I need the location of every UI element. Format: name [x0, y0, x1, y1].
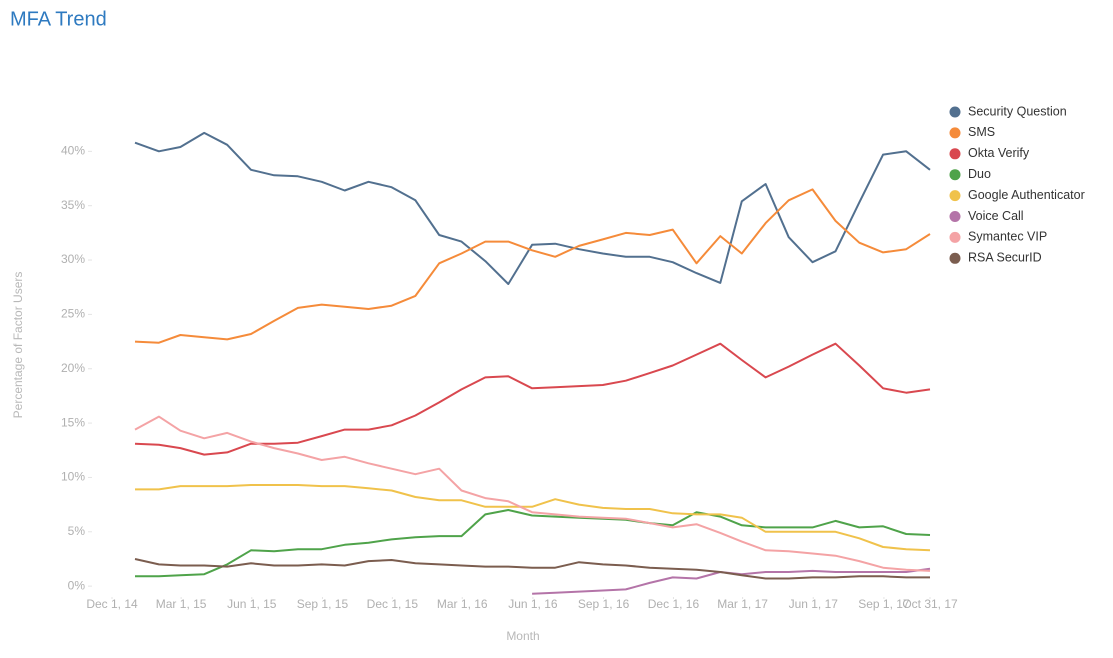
legend-swatch [949, 148, 961, 160]
y-tick-label: 0% [68, 578, 86, 592]
series-line [134, 342, 931, 456]
x-tick-label: Mar 1, 16 [437, 597, 488, 611]
series-line [532, 567, 931, 595]
y-tick-label: 15% [61, 415, 85, 429]
x-tick-label: Mar 1, 15 [156, 597, 207, 611]
x-tick-label: Sep 1, 16 [578, 597, 630, 611]
x-tick-label: Dec 1, 14 [86, 597, 138, 611]
legend-label: SMS [968, 125, 995, 139]
legend-item: Security Question [949, 104, 1067, 118]
y-tick-label: 20% [61, 361, 85, 375]
legend-item: Duo [949, 167, 991, 181]
x-tick-label: Dec 1, 15 [367, 597, 419, 611]
y-axis-title: Percentage of Factor Users [11, 272, 25, 419]
legend-swatch [949, 127, 961, 139]
series-line [134, 131, 931, 285]
legend-item: Google Authenticator [949, 188, 1085, 202]
legend-item: SMS [949, 125, 995, 139]
x-tick-label: Sep 1, 15 [297, 597, 349, 611]
legend-label: Voice Call [968, 209, 1024, 223]
legend-swatch [949, 106, 961, 118]
series-line [134, 415, 931, 572]
legend-label: Okta Verify [968, 146, 1030, 160]
y-tick-label: 25% [61, 307, 85, 321]
x-tick-label: Sep 1, 17 [858, 597, 910, 611]
x-tick-label: Jun 1, 15 [227, 597, 277, 611]
legend-swatch [949, 169, 961, 181]
series-line [135, 509, 931, 578]
legend-label: Duo [968, 167, 991, 181]
x-tick-label: Jun 1, 17 [789, 597, 839, 611]
series-line [134, 558, 930, 580]
legend-label: Symantec VIP [968, 230, 1047, 244]
x-tick-label: Jun 1, 16 [508, 597, 558, 611]
x-tick-label: Dec 1, 16 [648, 597, 700, 611]
legend-swatch [949, 231, 961, 243]
y-tick-label: 5% [68, 524, 86, 538]
legend-swatch [949, 252, 961, 264]
y-tick-label: 35% [61, 198, 85, 212]
series-line [135, 484, 931, 552]
y-tick-label: 40% [61, 144, 85, 158]
y-tick-label: 10% [61, 470, 85, 484]
chart-title: MFA Trend [10, 8, 107, 30]
x-tick-label: Oct 31, 17 [902, 597, 958, 611]
legend-item: Voice Call [949, 209, 1024, 223]
legend-label: Google Authenticator [968, 188, 1085, 202]
legend-swatch [949, 211, 961, 222]
x-tick-label: Mar 1, 17 [717, 597, 768, 611]
legend-label: Security Question [968, 104, 1067, 118]
series-line [134, 188, 931, 344]
y-tick-label: 30% [61, 252, 85, 266]
legend-swatch [949, 190, 961, 202]
legend-item: RSA SecurID [949, 251, 1042, 265]
legend-item: Okta Verify [949, 146, 1030, 160]
legend-item: Symantec VIP [949, 230, 1047, 244]
legend-label: RSA SecurID [968, 251, 1042, 265]
x-axis-title: Month [506, 629, 539, 643]
